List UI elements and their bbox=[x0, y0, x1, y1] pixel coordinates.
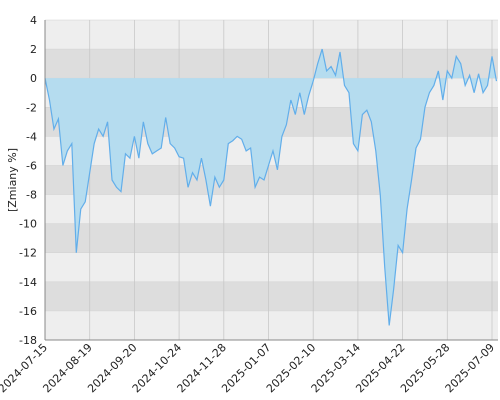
y-tick-label: -14 bbox=[19, 276, 37, 289]
y-axis-label: [Zmiany %] bbox=[6, 148, 19, 212]
y-tick-label: -16 bbox=[19, 305, 37, 318]
y-tick-label: -12 bbox=[19, 247, 37, 260]
grid-band bbox=[45, 310, 498, 340]
area bbox=[45, 49, 497, 326]
y-tick-label: 2 bbox=[30, 43, 37, 56]
grid-band bbox=[45, 281, 498, 311]
y-tick-label: 4 bbox=[30, 14, 37, 27]
y-tick-label: -18 bbox=[19, 334, 37, 347]
y-tick-label: -8 bbox=[26, 189, 37, 202]
grid-band bbox=[45, 223, 498, 253]
y-tick-label: -10 bbox=[19, 218, 37, 231]
y-tick-label: 0 bbox=[30, 72, 37, 85]
y-tick-label: -4 bbox=[26, 130, 37, 143]
grid-band bbox=[45, 20, 498, 50]
grid-band bbox=[45, 49, 498, 79]
y-tick-label: -6 bbox=[26, 159, 37, 172]
grid-band bbox=[45, 194, 498, 224]
y-tick-label: -2 bbox=[26, 101, 37, 114]
line bbox=[44, 48, 498, 326]
grid-band bbox=[45, 252, 498, 282]
